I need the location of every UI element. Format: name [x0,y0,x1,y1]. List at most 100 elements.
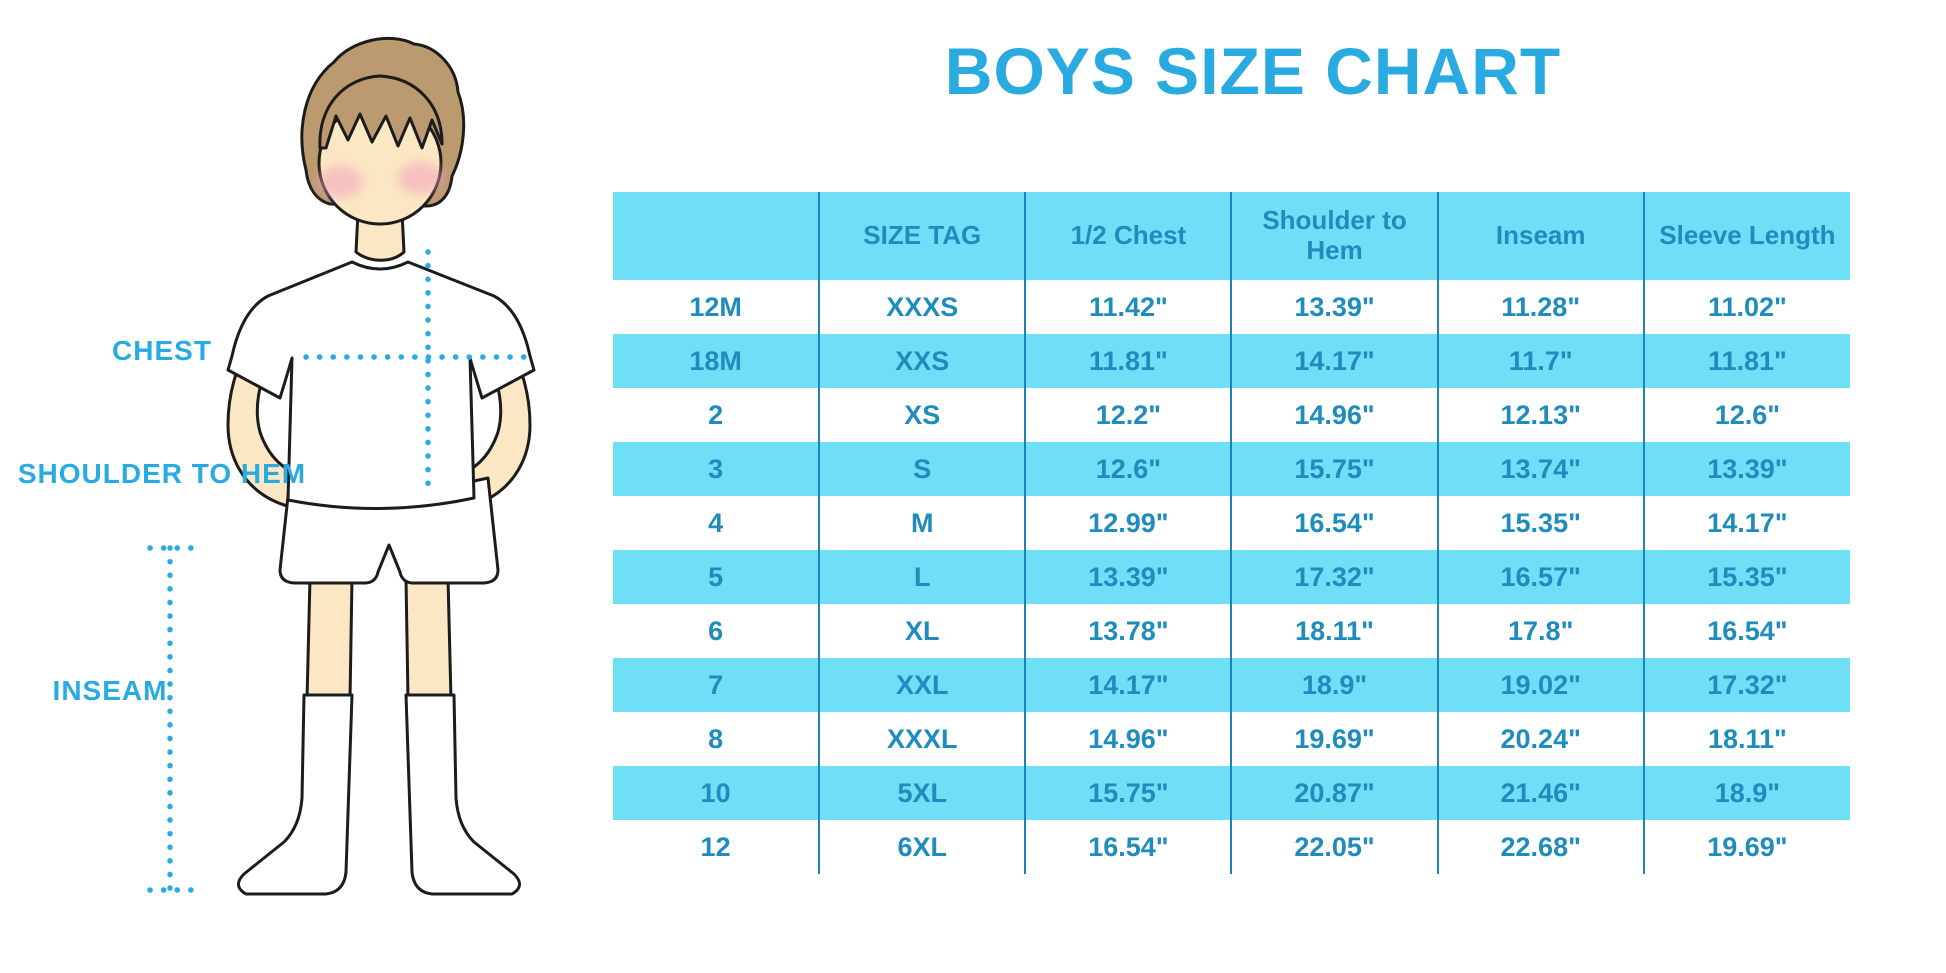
header-inseam: Inseam [1437,192,1645,280]
measurement-cell: XXXL [819,712,1027,766]
header-shoulder-to-hem: Shoulder to Hem [1231,192,1439,280]
content-area: BOYS SIZE CHART SIZE TAG 1/2 Chest Shoul… [560,0,1946,973]
measurement-cell: 12.2" [1025,388,1233,442]
page-title: BOYS SIZE CHART [944,34,1562,108]
inseam-label: INSEAM [53,675,168,706]
boy-illustration: CHEST SHOULDER TO HEM INSEAM [18,36,536,896]
measurement-cell: 16.54" [1231,496,1439,550]
measurement-cell: 14.96" [1025,712,1233,766]
measurement-cell: 16.54" [1025,820,1233,874]
measurement-cell: 15.35" [1643,550,1850,604]
measurement-cell: 15.35" [1437,496,1645,550]
left-cheek [317,166,363,198]
size-label-cell: 18M [613,334,821,388]
measurement-cell: 15.75" [1231,442,1439,496]
measurement-cell: 12.6" [1025,442,1233,496]
table-row: 12M XXXS 11.42" 13.39" 11.28" 11.02" [613,280,1850,334]
right-leg [404,576,453,702]
measurement-cell: 12.99" [1025,496,1233,550]
size-table-wrapper: SIZE TAG 1/2 Chest Shoulder to Hem Insea… [613,192,1850,874]
table-row: 4 M 12.99" 16.54" 15.35" 14.17" [613,496,1850,550]
measurement-cell: 20.24" [1437,712,1645,766]
size-table-header: SIZE TAG 1/2 Chest Shoulder to Hem Insea… [613,192,1850,280]
measurement-cell: 5XL [819,766,1027,820]
size-label-cell: 2 [613,388,821,442]
table-row: 3 S 12.6" 15.75" 13.74" 13.39" [613,442,1850,496]
right-cheek [398,162,444,194]
measurement-cell: 16.54" [1707,615,1788,646]
table-row: 6 XL 13.78" 18.11" 17.8" 16.54" [613,604,1850,658]
size-table: SIZE TAG 1/2 Chest Shoulder to Hem Insea… [613,192,1850,874]
measurement-cell: 20.87" [1231,766,1439,820]
measurement-cell: 14.96" [1231,388,1439,442]
measurement-cell: 22.68" [1437,820,1645,874]
measurement-cell: 18.11" [1707,723,1787,754]
measurement-cell: 17.32" [1231,550,1439,604]
table-row: 5 L 13.39" 17.32" 16.57" 15.35" [613,550,1850,604]
measurement-cell: 13.39" [1231,280,1439,334]
size-label-cell: 8 [613,712,821,766]
left-sock [237,693,354,896]
size-label-cell: 12 [613,820,821,874]
measurement-cell: 18.9" [1231,658,1439,712]
size-label-cell: 10 [613,766,821,820]
measurement-cell: 11.7" [1437,334,1645,388]
table-row: 18M XXS 11.81" 14.17" 11.7" 11.81" [613,334,1850,388]
measurement-cell: 19.69" [1707,831,1788,862]
header-sleeve-length: Sleeve Length [1643,192,1850,280]
measurement-cell: XXXS [819,280,1027,334]
measurement-cell: XXL [819,658,1027,712]
size-label-cell: 5 [613,550,821,604]
measurement-cell: 17.8" [1437,604,1645,658]
left-leg [305,576,354,702]
hair-fringe [318,74,444,150]
measurement-cell: 16.57" [1437,550,1645,604]
measurement-cell: 22.05" [1231,820,1439,874]
measurement-cell: 19.69" [1231,712,1439,766]
right-sock [404,693,521,896]
measurement-cell: 13.39" [1643,442,1850,496]
measurement-cell: L [819,550,1027,604]
measurement-cell: XS [819,388,1027,442]
measurement-cell: 12.13" [1437,388,1645,442]
header-row: SIZE TAG 1/2 Chest Shoulder to Hem Insea… [613,192,1850,280]
header-size [613,192,821,280]
measurement-cell: 13.39" [1025,550,1233,604]
t-shirt [226,260,536,510]
size-label-cell: 6 [613,604,821,658]
measurement-cell: 11.28" [1437,280,1645,334]
measurement-cell: 19.02" [1437,658,1645,712]
table-row: 10 5XL 15.75" 20.87" 21.46" 18.9" [613,766,1850,820]
measurement-cell: 11.81" [1025,334,1233,388]
measurement-cell: 17.32" [1643,658,1850,712]
measurement-cell: 21.46" [1437,766,1645,820]
measurement-cell: XXS [819,334,1027,388]
measurement-cell: S [819,442,1027,496]
chest-label: CHEST [112,335,212,366]
measurement-cell: 14.17" [1231,334,1439,388]
measurement-figure: CHEST SHOULDER TO HEM INSEAM [0,0,560,973]
measurement-cell: 6XL [819,820,1027,874]
size-table-body: 12M XXXS 11.42" 13.39" 11.28" 11.02" 18M XXS 11.… [613,280,1850,874]
measurement-cell: XL [819,604,1027,658]
table-row: 8 XXXL 14.96" 19.69" 20.24" 18.11" [613,712,1850,766]
table-row: 12 6XL 16.54" 22.05" 22.68" 19.69" [613,820,1850,874]
measurement-cell: 15.75" [1025,766,1233,820]
shoulder-to-hem-label: SHOULDER TO HEM [18,458,306,489]
measurement-cell: 18.11" [1231,604,1439,658]
table-row: 2 XS 12.2" 14.96" 12.13" 12.6" [613,388,1850,442]
measurement-cell: 11.81" [1643,334,1850,388]
measurement-cell: 18.9" [1643,766,1850,820]
measurement-cell: 11.02" [1707,291,1787,322]
table-row: 7 XXL 14.17" 18.9" 19.02" 17.32" [613,658,1850,712]
measurement-cell: 14.17" [1025,658,1233,712]
size-label-cell: 4 [613,496,821,550]
measurement-cell: 11.42" [1025,280,1233,334]
measurement-cell: 14.17" [1707,507,1788,538]
header-size-tag: SIZE TAG [819,192,1027,280]
size-label-cell: 3 [613,442,821,496]
measurement-cell: 13.74" [1437,442,1645,496]
measurement-cell: 13.78" [1025,604,1233,658]
measurement-cell: M [819,496,1027,550]
